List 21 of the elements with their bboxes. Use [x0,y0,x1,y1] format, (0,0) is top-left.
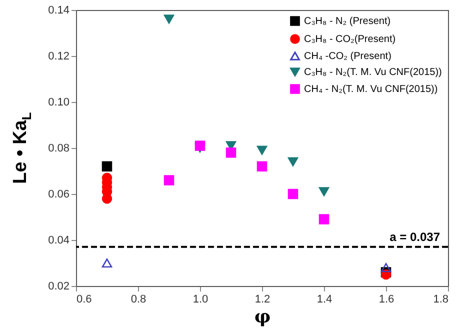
x-tick-label: 0.6 [76,294,92,306]
x-tick-label: 1.0 [192,294,208,306]
y-tick-label: 0.04 [48,234,70,246]
x-tick-label: 1.4 [316,294,332,306]
ref-line-label: a = 0.037 [390,230,440,244]
legend-label: CH₄ -CO₂ (Present) [304,51,392,62]
y-tick-label: 0.06 [48,188,70,200]
y-tick-label: 0.12 [48,50,70,62]
x-tick-label: 1.6 [378,294,394,306]
legend-label: C₃H₈ - N₂ (Present) [304,16,391,27]
y-tick-label: 0.14 [48,4,70,16]
legend-label: C₃H₈ - N₂(T. M. Vu CNF(2015)) [304,67,442,78]
x-tick-label: 1.2 [254,294,270,306]
x-tick-label: 1.8 [433,294,448,306]
y-tick-label: 0.10 [48,96,70,108]
y-tick-label: 0.08 [48,142,70,154]
legend-label: CH₄ - N₂(T. M. Vu CNF(2015)) [304,84,438,95]
y-tick-label: 0.02 [48,280,70,292]
x-axis-title: φ [254,306,271,328]
legend-label: C₃H₈ - CO₂(Present) [304,34,396,45]
x-tick-label: 0.8 [130,294,146,306]
